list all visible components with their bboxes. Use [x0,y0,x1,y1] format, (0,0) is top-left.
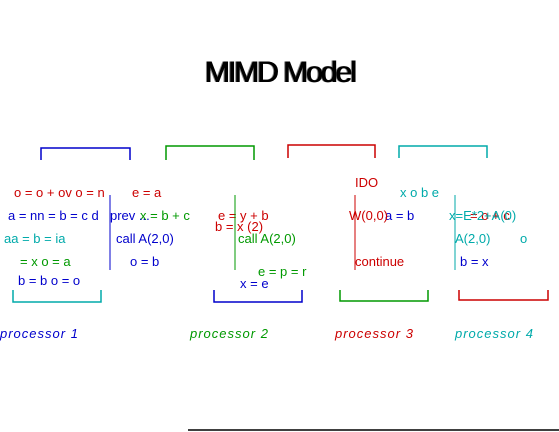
instruction-band: o = o + ov o = n a = nn = b = c d aa = b… [4,185,527,291]
col4-code-line: = o + c [470,208,510,223]
col3-code-line: b = x (2) [215,219,263,234]
stream-4-code-label: A(2,0) [455,231,490,246]
col4-code-line: o [520,231,527,246]
diagram-title: MIMD Model [204,56,356,89]
bracket-bottom-blue [213,290,303,303]
bracket-top-green [165,145,255,160]
stream-2-code-label: call A(2,0) [238,231,296,246]
col2-code-line: e = a [132,185,162,200]
stream-3-code-label: IDO [355,175,378,190]
col1-code-line: o = o + ov o = n [14,185,105,200]
col1-code-line: b = b o = o [18,273,80,288]
col3-code-line: e = y + b [218,208,269,223]
bracket-bottom-green [339,290,429,302]
col4-code-line: a = b [385,208,414,223]
top-brackets [40,144,488,160]
processor-label-4: processor 4 [454,326,534,341]
bracket-top-blue [40,147,131,160]
col4-code-line: b = x [460,254,489,269]
processor-label-3: processor 3 [334,326,414,341]
bottom-brackets [12,290,549,303]
bracket-bottom-cyan [12,290,102,303]
processor-label-1: processor 1 [0,326,79,341]
processor-label-2: processor 2 [189,326,269,341]
bracket-top-cyan [398,145,488,158]
processor-labels: processor 1 processor 2 processor 3 process… [0,326,534,341]
stream-labels: call A(2,0) prev ... call A(2,0) IDO W(0,0) c… [110,175,516,269]
col1-code-line: = x o = a [20,254,71,269]
col1-code-line: aa = b = ia [4,231,66,246]
col3-code-line: x = e [240,276,269,291]
col1-code-line: a = nn = b = c d [8,208,99,223]
col2-code-line: x = b + c [140,208,190,223]
stream-3-code-label: W(0,0) [349,208,388,223]
bracket-bottom-red [458,290,549,301]
col4-code-line: x o b e [400,185,439,200]
stream-4-code-label: x=E*2+A(0) [449,208,516,223]
stream-1-code-label: call A(2,0) [116,231,174,246]
stream-1-code-label: prev ... [110,208,150,223]
col3-code-line: e = p = r [258,264,307,279]
stream-3-code-label: continue [355,254,404,269]
col2-code-line: o = b [130,254,159,269]
bracket-top-red [287,144,376,158]
